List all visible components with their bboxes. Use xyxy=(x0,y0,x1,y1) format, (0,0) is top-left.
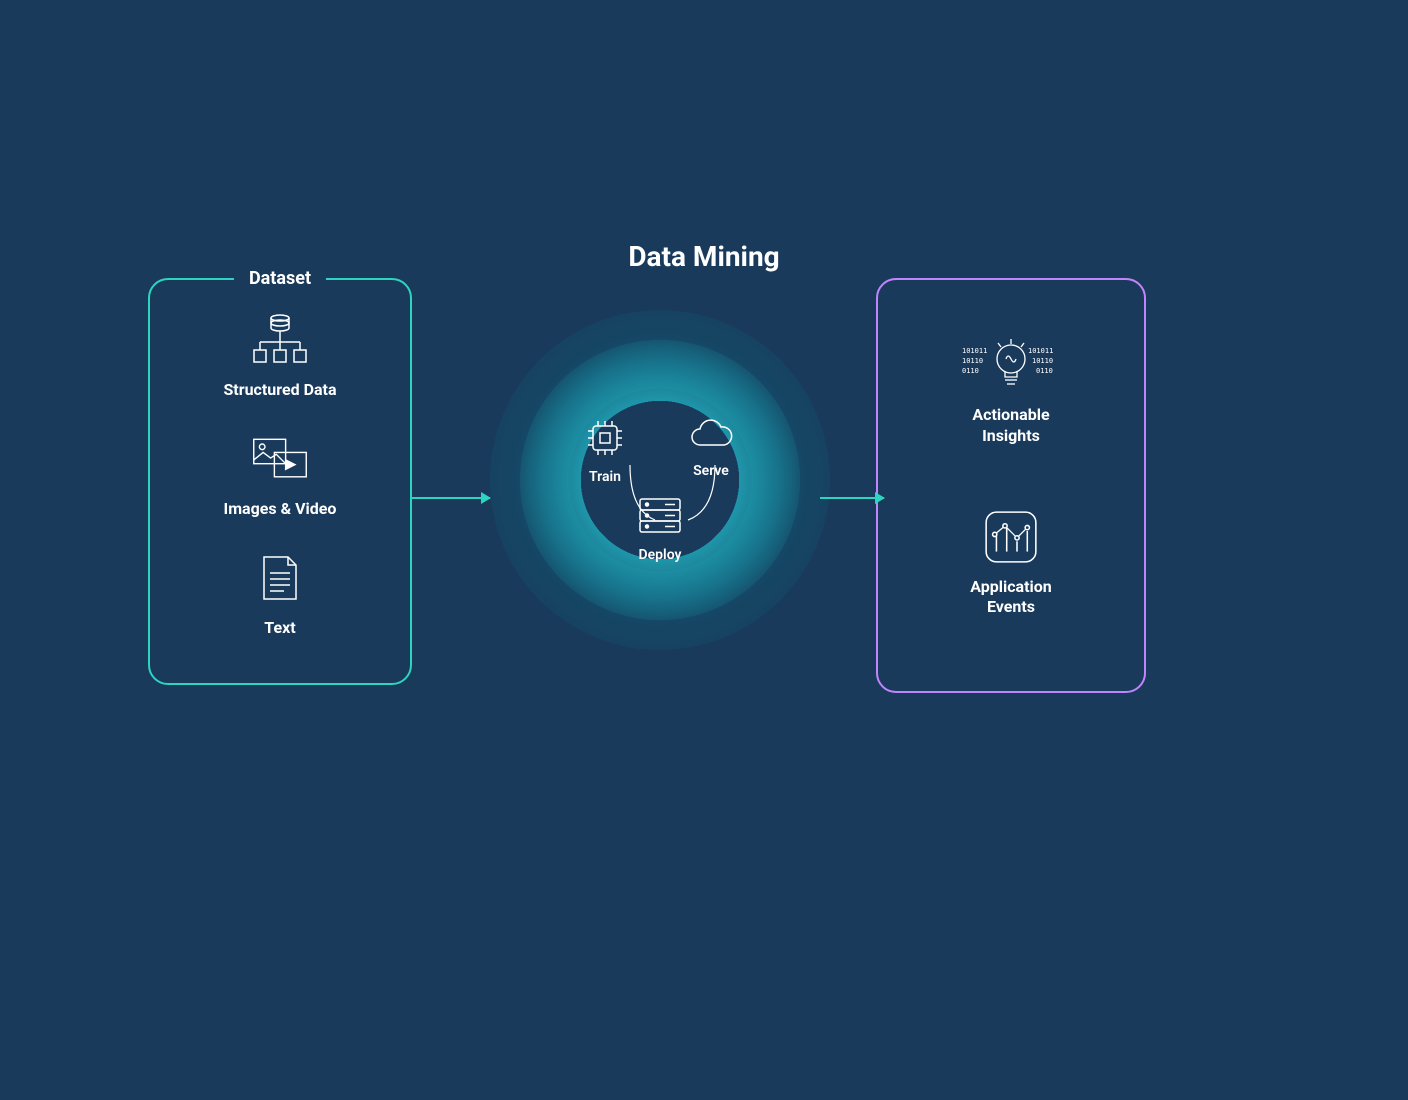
svg-text:0110: 0110 xyxy=(962,367,979,375)
media-icon xyxy=(250,429,310,489)
process-label: Train xyxy=(589,469,621,485)
process-item-deploy: Deploy xyxy=(635,495,685,563)
cloud-icon xyxy=(686,417,736,457)
dataset-label: Text xyxy=(264,618,295,639)
diagram-title: Data Mining xyxy=(628,240,779,273)
process-label: Deploy xyxy=(639,547,682,563)
svg-text:101011: 101011 xyxy=(1028,347,1053,355)
svg-text:0110: 0110 xyxy=(1036,367,1053,375)
process-item-serve: Serve xyxy=(686,417,736,485)
document-icon xyxy=(250,548,310,608)
dataset-panel-title: Dataset xyxy=(234,268,326,289)
dataset-item-text: Text xyxy=(250,548,310,639)
output-label: ActionableInsights xyxy=(972,405,1049,447)
chart-app-icon xyxy=(981,507,1041,567)
dataset-label: Structured Data xyxy=(223,380,336,401)
process-label: Serve xyxy=(693,463,729,479)
svg-text:101011: 101011 xyxy=(962,347,987,355)
output-item-events: ApplicationEvents xyxy=(970,507,1052,619)
dataset-item-structured: Structured Data xyxy=(223,310,336,401)
lightbulb-binary-icon: 101011 10110 0110 101011 10110 0110 xyxy=(956,335,1066,395)
svg-text:10110: 10110 xyxy=(1032,357,1053,365)
chip-icon xyxy=(584,417,626,463)
database-hierarchy-icon xyxy=(250,310,310,370)
dataset-label: Images & Video xyxy=(224,499,337,520)
server-icon xyxy=(635,495,685,541)
svg-text:10110: 10110 xyxy=(962,357,983,365)
process-item-train: Train xyxy=(584,417,626,485)
output-item-insights: 101011 10110 0110 101011 10110 0110 Acti xyxy=(956,335,1066,447)
process-content: Train Serve xyxy=(540,360,780,600)
output-panel: 101011 10110 0110 101011 10110 0110 Acti xyxy=(876,278,1146,693)
process-circle: Train Serve xyxy=(490,310,830,650)
arrow-right-icon xyxy=(820,497,884,499)
output-label: ApplicationEvents xyxy=(970,577,1052,619)
data-mining-diagram: Data Mining Dataset Stru xyxy=(0,0,1408,1100)
dataset-panel: Dataset Structured Data xyxy=(148,278,412,685)
dataset-item-media: Images & Video xyxy=(224,429,337,520)
arrow-left-icon xyxy=(412,497,490,499)
